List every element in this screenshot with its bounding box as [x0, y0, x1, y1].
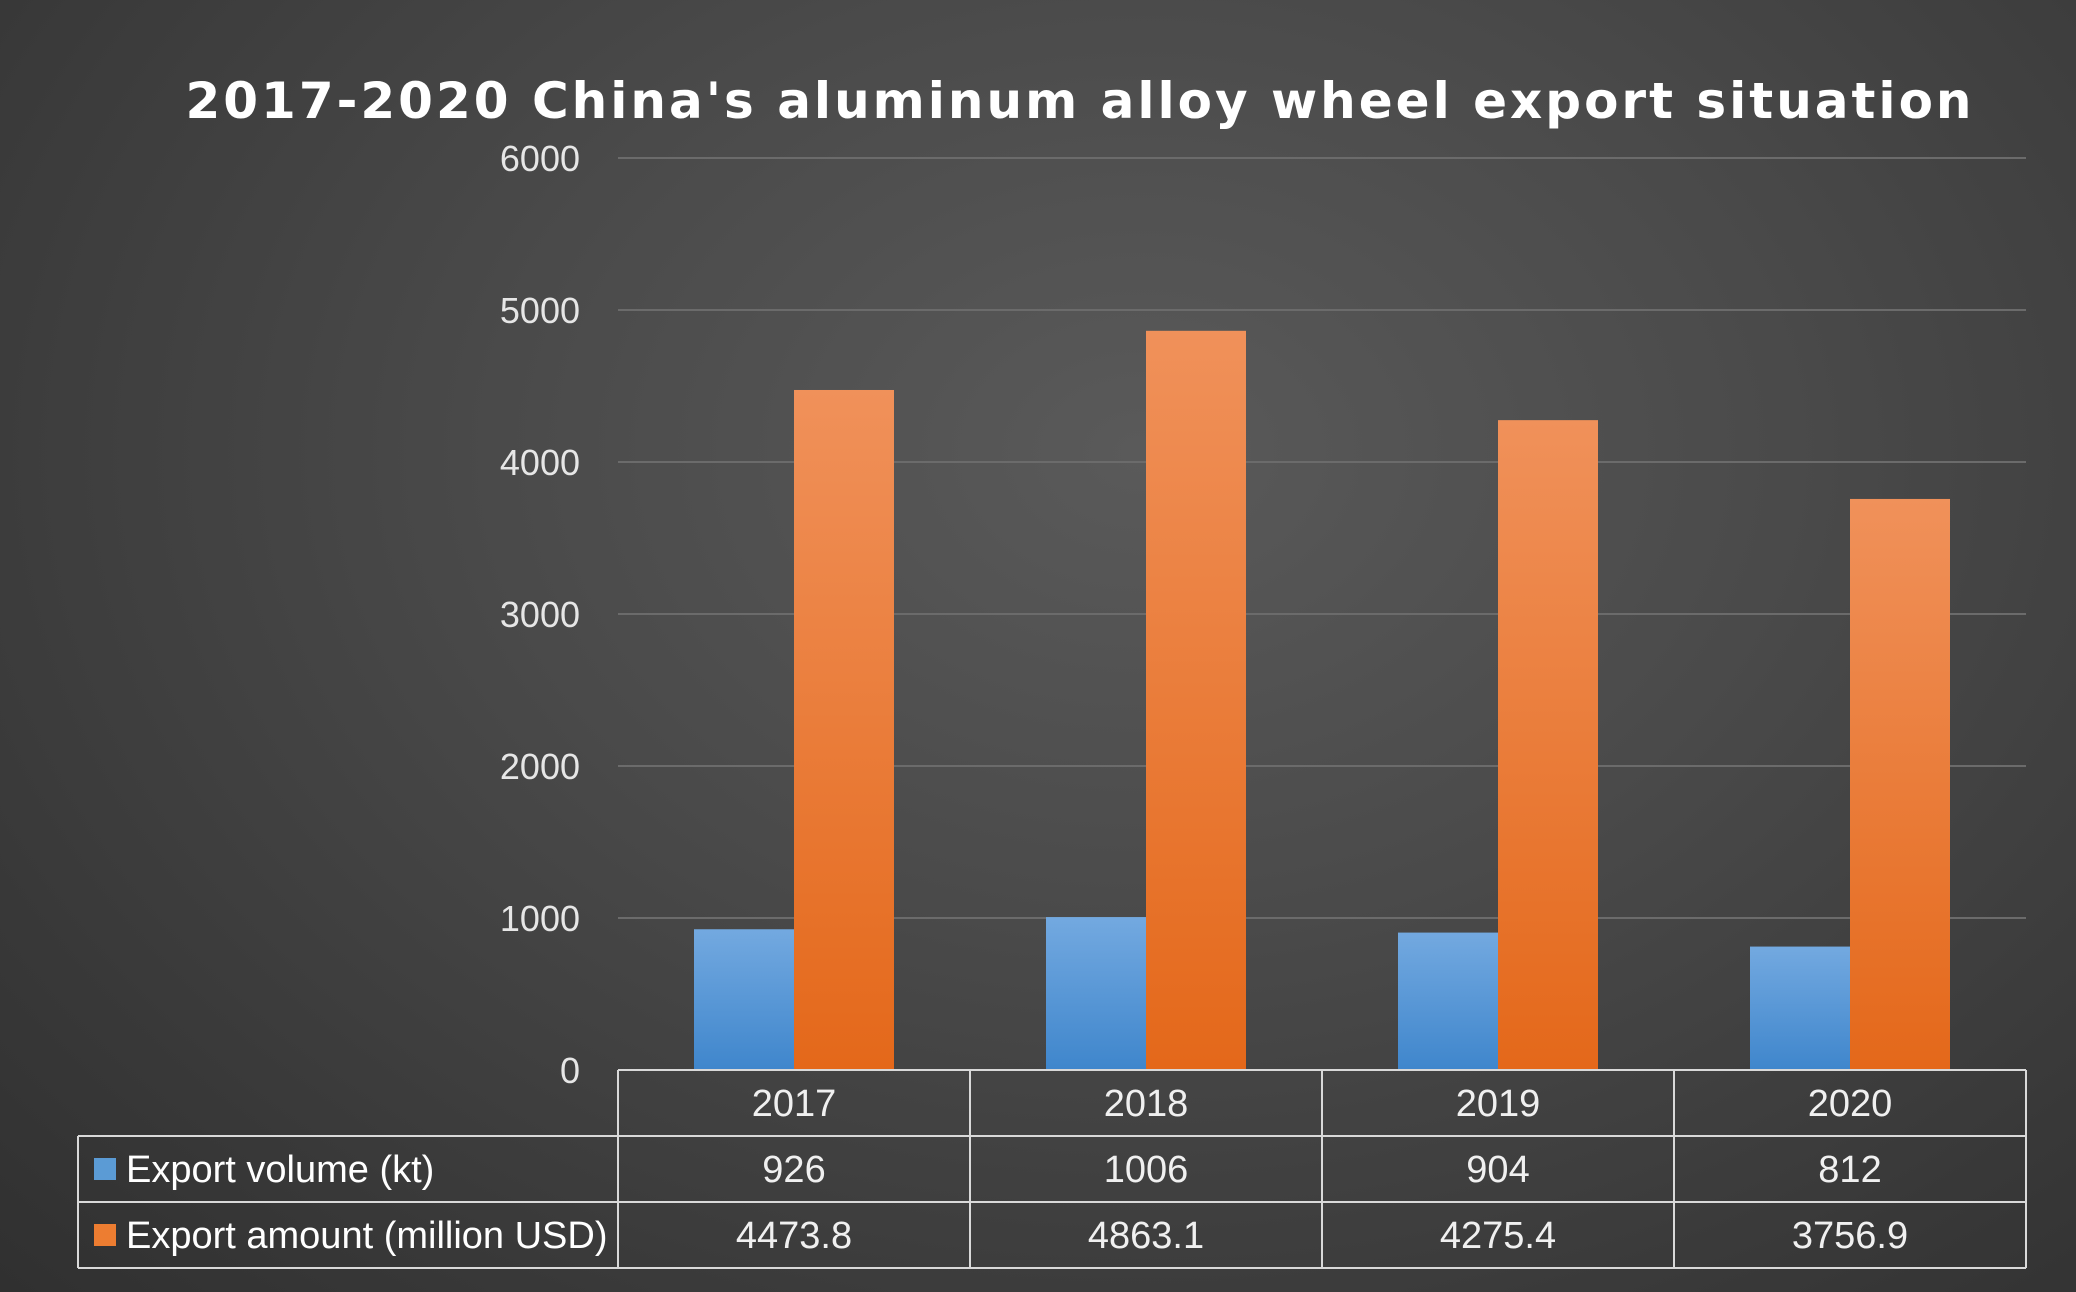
y-tick-label: 3000	[500, 594, 580, 635]
data-label: 4275.4	[1440, 1215, 1556, 1257]
y-tick-label: 0	[560, 1050, 580, 1091]
data-table: 2017 2018 2019 2020 Export volume (kt) 926 100…	[77, 1069, 2027, 1269]
data-label: 4863.1	[1088, 1215, 1204, 1257]
legend-swatch	[94, 1224, 116, 1246]
x-tick-label: 2019	[1456, 1083, 1541, 1125]
y-tick-label: 6000	[500, 138, 580, 179]
y-tick-label: 5000	[500, 290, 580, 331]
bars	[694, 330, 1950, 1071]
legend-label: Export volume (kt)	[126, 1149, 434, 1191]
y-tick-label: 1000	[500, 898, 580, 939]
data-label: 4473.8	[736, 1215, 852, 1257]
data-label: 926	[762, 1149, 825, 1191]
x-tick-label: 2018	[1104, 1083, 1189, 1125]
x-tick-label: 2017	[752, 1083, 837, 1125]
y-axis: 0 1000 2000 3000 4000 5000 6000	[500, 138, 580, 1091]
legend-swatch	[94, 1158, 116, 1180]
bar-series-1-2018	[1046, 917, 1146, 1070]
data-label: 1006	[1104, 1149, 1189, 1191]
bar-series-2-2019	[1498, 420, 1598, 1071]
legend-label: Export amount (million USD)	[126, 1215, 607, 1257]
bar-series-1-2017	[694, 929, 794, 1070]
data-label: 3756.9	[1792, 1215, 1908, 1257]
bar-series-1-2020	[1750, 946, 1850, 1070]
data-label: 904	[1466, 1149, 1529, 1191]
chart-title: 2017-2020 China's aluminum alloy wheel e…	[185, 72, 1974, 130]
bar-series-2-2020	[1850, 498, 1950, 1071]
x-tick-label: 2020	[1808, 1083, 1893, 1125]
y-tick-label: 4000	[500, 442, 580, 483]
bar-series-2-2018	[1146, 330, 1246, 1070]
bar-series-2-2017	[794, 389, 894, 1070]
bar-series-1-2019	[1398, 932, 1498, 1070]
data-label: 812	[1818, 1149, 1881, 1191]
y-tick-label: 2000	[500, 746, 580, 787]
